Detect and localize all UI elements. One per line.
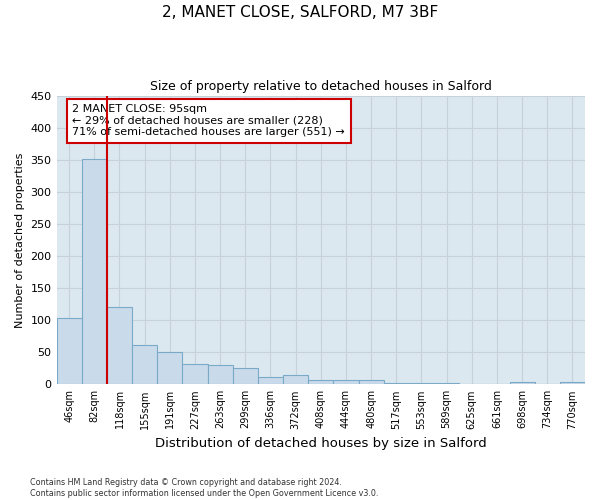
Bar <box>308 380 334 384</box>
Bar <box>107 308 132 384</box>
Text: Contains HM Land Registry data © Crown copyright and database right 2024.
Contai: Contains HM Land Registry data © Crown c… <box>30 478 379 498</box>
Title: Size of property relative to detached houses in Salford: Size of property relative to detached ho… <box>150 80 492 93</box>
Bar <box>258 377 283 384</box>
Bar <box>208 365 233 384</box>
Text: 2, MANET CLOSE, SALFORD, M7 3BF: 2, MANET CLOSE, SALFORD, M7 3BF <box>162 5 438 20</box>
Bar <box>409 383 434 384</box>
Bar <box>82 159 107 384</box>
Bar <box>434 383 459 384</box>
Bar <box>157 352 182 384</box>
Bar <box>334 380 359 384</box>
X-axis label: Distribution of detached houses by size in Salford: Distribution of detached houses by size … <box>155 437 487 450</box>
Bar <box>132 344 157 385</box>
Bar <box>233 368 258 384</box>
Bar <box>383 383 409 384</box>
Bar <box>560 382 585 384</box>
Bar <box>359 380 383 384</box>
Bar <box>283 376 308 384</box>
Bar <box>182 364 208 384</box>
Text: 2 MANET CLOSE: 95sqm
← 29% of detached houses are smaller (228)
71% of semi-deta: 2 MANET CLOSE: 95sqm ← 29% of detached h… <box>73 104 345 138</box>
Y-axis label: Number of detached properties: Number of detached properties <box>15 152 25 328</box>
Bar <box>56 318 82 384</box>
Bar <box>509 382 535 384</box>
